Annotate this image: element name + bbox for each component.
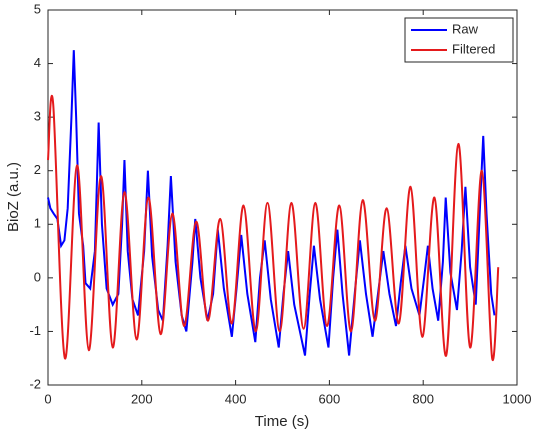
x-tick-label: 0	[44, 391, 51, 406]
x-tick-label: 1000	[503, 391, 532, 406]
y-tick-label: -1	[29, 323, 41, 338]
y-tick-label: 5	[34, 1, 41, 16]
y-axis-label: BioZ (a.u.)	[5, 162, 22, 232]
x-axis-label: Time (s)	[255, 413, 309, 430]
x-tick-label: 400	[225, 391, 247, 406]
y-tick-label: 1	[34, 216, 41, 231]
legend-label: Filtered	[452, 41, 495, 56]
legend-box	[404, 17, 514, 63]
y-tick-label: 4	[34, 55, 41, 70]
y-tick-label: 2	[34, 162, 41, 177]
x-tick-label: 600	[319, 391, 341, 406]
x-tick-label: 800	[412, 391, 434, 406]
y-tick-label: 0	[34, 269, 41, 284]
y-tick-label: 3	[34, 109, 41, 124]
y-tick-label: -2	[29, 376, 41, 391]
x-tick-label: 200	[131, 391, 153, 406]
data-line	[47, 94, 500, 362]
legend-label: Raw	[452, 21, 479, 36]
data-line	[47, 50, 496, 356]
